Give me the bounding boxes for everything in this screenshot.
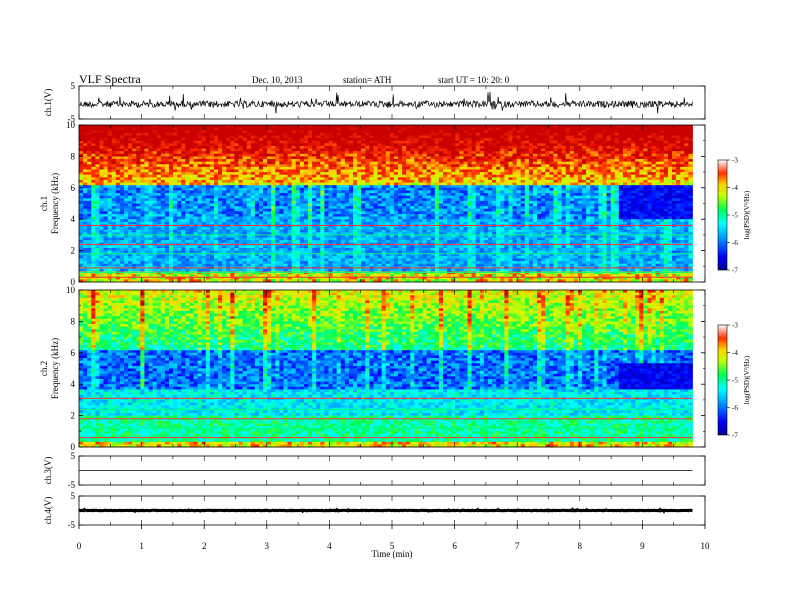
y-tick-label: -5 bbox=[68, 480, 76, 490]
colorbar-label: log(PSD)(V²/Hz) bbox=[743, 355, 751, 404]
y-tick-label: -5 bbox=[68, 114, 76, 124]
x-tick-label: 3 bbox=[265, 541, 270, 551]
colorbar-tick-label: -7 bbox=[732, 267, 738, 275]
x-tick-label: 1 bbox=[139, 541, 144, 551]
y-tick-label: 6 bbox=[71, 183, 76, 193]
ch4-waveform-panel: 5 -5 ch.4(V) bbox=[43, 491, 706, 530]
waveform-trace bbox=[78, 91, 693, 114]
colorbar-gradient bbox=[717, 159, 728, 271]
colorbar-tick-label: -7 bbox=[732, 432, 738, 440]
y-tick-label: 4 bbox=[71, 214, 76, 224]
x-tick-label: 10 bbox=[701, 541, 711, 551]
y-tick-label: 5 bbox=[71, 451, 76, 461]
ch1-waveform-panel: 5 -5 ch.1(V) bbox=[43, 81, 706, 124]
spectrogram-cells bbox=[79, 290, 693, 448]
x-axis-label: Time (min) bbox=[372, 549, 413, 559]
x-tick-label: 4 bbox=[327, 541, 332, 551]
time-axis: 0 1 2 3 4 5 6 7 8 9 10 bbox=[77, 525, 710, 551]
waveform-trace bbox=[78, 507, 693, 514]
colorbar-tick-label: -4 bbox=[732, 349, 738, 357]
colorbar-tick-label: -5 bbox=[732, 212, 738, 220]
spectrogram-cells bbox=[79, 125, 693, 283]
colorbar-tick-label: -3 bbox=[732, 322, 738, 330]
colorbar-tick-label: -5 bbox=[732, 377, 738, 385]
channel-label: ch.2 bbox=[39, 361, 49, 376]
colorbar-tick-label: -3 bbox=[732, 157, 738, 165]
x-tick-label: 5 bbox=[390, 541, 395, 551]
y-tick-label: -5 bbox=[68, 520, 76, 530]
x-tick-label: 0 bbox=[77, 541, 82, 551]
y-tick-label: 0 bbox=[71, 277, 76, 287]
date-label: Dec. 10, 2013 bbox=[252, 75, 303, 85]
colorbar-tick-label: -6 bbox=[732, 404, 738, 412]
colorbar-tick-label: -6 bbox=[732, 239, 738, 247]
figure-title: VLF Spectra bbox=[79, 72, 141, 86]
ch1-colorbar: -3 -4 -5 -6 -7 log(PSD)(V²/Hz) bbox=[717, 157, 751, 275]
y-tick-label: 10 bbox=[66, 120, 76, 130]
ch3-waveform-panel: 5 -5 ch.3(V) bbox=[43, 451, 706, 490]
start-time-label: start UT = 10: 20: 0 bbox=[438, 75, 510, 85]
y-tick-label: 2 bbox=[71, 246, 76, 256]
ch2-spectrogram-panel: 0 2 4 6 8 10 ch.2 Frequency (kHz) bbox=[39, 285, 706, 452]
y-tick-label: 2 bbox=[71, 411, 76, 421]
channel-label: ch.1 bbox=[39, 196, 49, 211]
x-tick-label: 2 bbox=[202, 541, 207, 551]
colorbar-tick-label: -4 bbox=[732, 184, 738, 192]
y-tick-label: 4 bbox=[71, 379, 76, 389]
x-tick-label: 7 bbox=[515, 541, 520, 551]
y-tick-label: 8 bbox=[71, 316, 76, 326]
y-axis-label: ch.4(V) bbox=[43, 497, 53, 525]
ch2-colorbar: -3 -4 -5 -6 -7 log(PSD)(V²/Hz) bbox=[717, 322, 751, 440]
y-axis-label: Frequency (kHz) bbox=[50, 173, 60, 234]
colorbar-label: log(PSD)(V²/Hz) bbox=[743, 190, 751, 239]
ch1-spectrogram-panel: 0 2 4 6 8 10 ch.1 Frequency (kHz) bbox=[39, 120, 706, 287]
x-tick-label: 8 bbox=[578, 541, 583, 551]
y-tick-label: 10 bbox=[66, 285, 76, 295]
y-tick-label: 8 bbox=[71, 151, 76, 161]
y-tick-label: 0 bbox=[71, 442, 76, 452]
y-tick-label: 5 bbox=[71, 491, 76, 501]
colorbar-gradient bbox=[717, 324, 728, 436]
station-label: station= ATH bbox=[343, 75, 392, 85]
y-axis-label: ch.3(V) bbox=[43, 457, 53, 485]
y-axis-label: ch.1(V) bbox=[43, 89, 53, 117]
y-tick-label: 5 bbox=[71, 81, 76, 91]
y-axis-label: Frequency (kHz) bbox=[50, 338, 60, 399]
x-tick-label: 6 bbox=[452, 541, 457, 551]
y-tick-label: 6 bbox=[71, 348, 76, 358]
x-tick-label: 9 bbox=[640, 541, 645, 551]
